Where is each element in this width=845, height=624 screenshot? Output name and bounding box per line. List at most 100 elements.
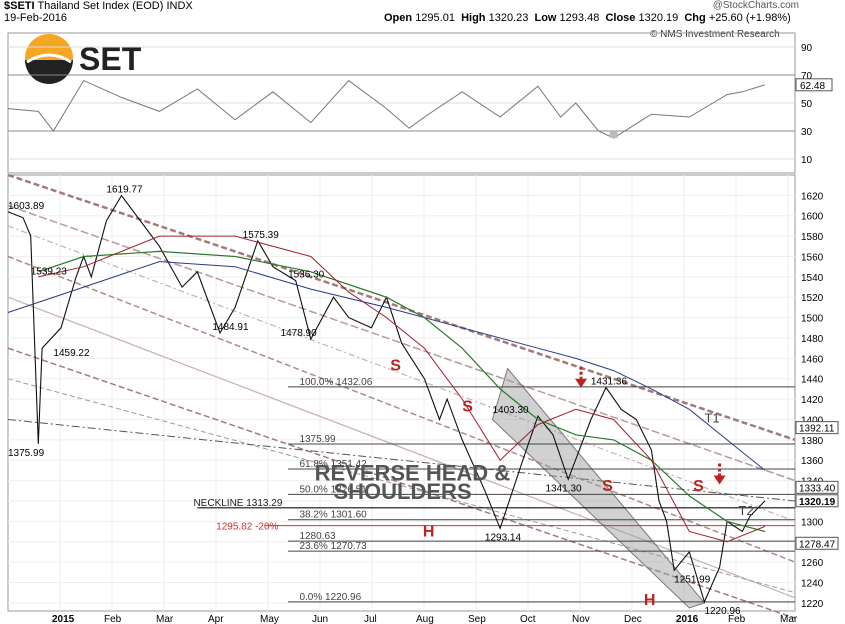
trendline [7, 296, 796, 599]
level-label: 1403.30 [492, 405, 529, 416]
price-tick-label: 1520 [801, 293, 824, 304]
symbol: $SETI [4, 0, 35, 12]
level-label: 1375.99 [8, 448, 45, 459]
indicator-grid [8, 46, 795, 160]
indicator-tick-label: 70 [801, 71, 813, 82]
price-tick-label: 1380 [801, 436, 824, 447]
fib-label: 38.2% 1301.60 [299, 510, 367, 521]
pattern-annotations: REVERSE HEAD &SHOULDERS S S H S S H T1 T2 [315, 358, 754, 609]
low-value: 1293.48 [559, 12, 600, 24]
price-tick-label: 1480 [801, 334, 824, 345]
price-tick-label: 1440 [801, 375, 824, 386]
price-panel-frame [7, 174, 796, 612]
open-value: 1295.01 [415, 12, 455, 24]
time-tick-label: Nov [572, 614, 590, 624]
price-tick-label: 1260 [801, 558, 824, 569]
logo-wave-icon [25, 60, 73, 84]
indicator-last-value: 62.48 [800, 81, 825, 92]
target-t2: T2 [739, 503, 754, 518]
time-tick-label: Feb [728, 614, 746, 624]
indicator-tick-label: 90 [801, 43, 813, 54]
price-tick-label: 1560 [801, 252, 824, 263]
level-label: 1619.77 [106, 185, 143, 196]
level-label: 1431.36 [591, 377, 628, 388]
time-tick-label: Jun [312, 614, 328, 624]
time-tick-label: Apr [208, 614, 224, 624]
level-label: 1539.23 [31, 267, 68, 278]
price-tick-label: 1460 [801, 354, 824, 365]
time-tick-label: 2015 [52, 614, 75, 624]
logo-text: SET [79, 41, 142, 77]
moving-average-line [7, 261, 766, 471]
target-t1: T1 [704, 411, 719, 426]
neckline-label: NECKLINE 1313.29 [193, 498, 282, 509]
trendline [7, 173, 796, 442]
time-tick-label: May [260, 614, 279, 624]
moving-average-line [38, 250, 766, 533]
time-tick-label: Feb [104, 614, 122, 624]
price-badge: 1278.47 [799, 539, 836, 550]
fib-label: 100.0% 1432.06 [299, 377, 372, 388]
price-tick-label: 1500 [801, 314, 824, 325]
hs-marker: S [462, 398, 473, 415]
fib-label: 61.8% 1351.42 [299, 459, 367, 470]
trendline [7, 347, 796, 619]
close-value: 1320.19 [638, 12, 679, 24]
hs-marker: S [390, 358, 401, 375]
level-labels: 1603.89 1619.77 1575.39 1539.23 1536.30 1484.… [8, 185, 741, 617]
fib-label: 1375.99 [299, 434, 336, 445]
fib-label: 0.0% 1220.96 [299, 592, 361, 603]
price-tick-label: 1420 [801, 395, 824, 406]
time-tick-label: Jul [364, 614, 377, 624]
fib-label: 23.6% 1270.73 [299, 541, 367, 552]
price-axis: 1620 1600 1580 1560 1540 1520 1500 1480 1460 1440… [801, 191, 824, 609]
price-tick-label: 1540 [801, 273, 824, 284]
price-badge: 1392.11 [799, 424, 835, 435]
fibonacci-levels: 100.0% 1432.06 1375.99 61.8% 1351.42 50.0% … [193, 377, 795, 603]
price-tick-label: 1620 [801, 191, 824, 202]
trendline [7, 418, 796, 502]
level-label: 1251.99 [674, 574, 711, 585]
price-tick-label: 1400 [801, 415, 824, 426]
time-tick-label: Mar [780, 614, 798, 624]
price-grid [8, 175, 795, 611]
high-value: 1320.23 [488, 12, 529, 24]
index-name: Thailand Set Index (EOD) [37, 0, 164, 12]
change-value: +25.60 (+1.98%) [708, 12, 791, 24]
time-tick-label: 2016 [676, 614, 699, 624]
price-series [7, 194, 766, 604]
set-logo: SET [25, 34, 142, 84]
hs-marker: H [423, 524, 435, 541]
price-badge-box [795, 480, 839, 494]
level-label: 1484.91 [212, 322, 249, 333]
level-label: 1478.90 [281, 328, 318, 339]
price-tick-label: 1580 [801, 232, 824, 243]
pattern-title-2: SHOULDERS [334, 479, 472, 504]
indicator-line [7, 79, 766, 139]
price-badge: 1333.40 [799, 483, 836, 494]
level-label: 1536.30 [288, 270, 325, 281]
price-tick-label: 1600 [801, 212, 824, 223]
price-badge-box [795, 536, 839, 550]
price-tick-label: 1240 [801, 578, 824, 589]
price-badge-box [795, 494, 839, 508]
price-tick-label: 1220 [801, 599, 824, 610]
price-tick-label: 1300 [801, 517, 824, 528]
level-label: 1293.14 [485, 532, 522, 543]
indicator-oversold-fill [609, 131, 618, 138]
price-badge: 1320.19 [799, 497, 836, 508]
watermark: @StockCharts.com [712, 0, 799, 11]
time-tick-label: Aug [416, 614, 434, 624]
exchange: INDX [166, 0, 193, 12]
moving-average-line [38, 235, 766, 543]
hs-marker: S [602, 478, 613, 495]
indicator-tick-label: 10 [801, 155, 813, 166]
hs-marker: S [693, 478, 704, 495]
credit: © NMS Investment Research [650, 29, 780, 40]
symbol-line: $SETI Thailand Set Index (EOD) INDX [4, 0, 193, 12]
indicator-tick-label: 30 [801, 127, 813, 138]
time-tick-label: Mar [156, 614, 174, 624]
trendline [7, 204, 796, 482]
